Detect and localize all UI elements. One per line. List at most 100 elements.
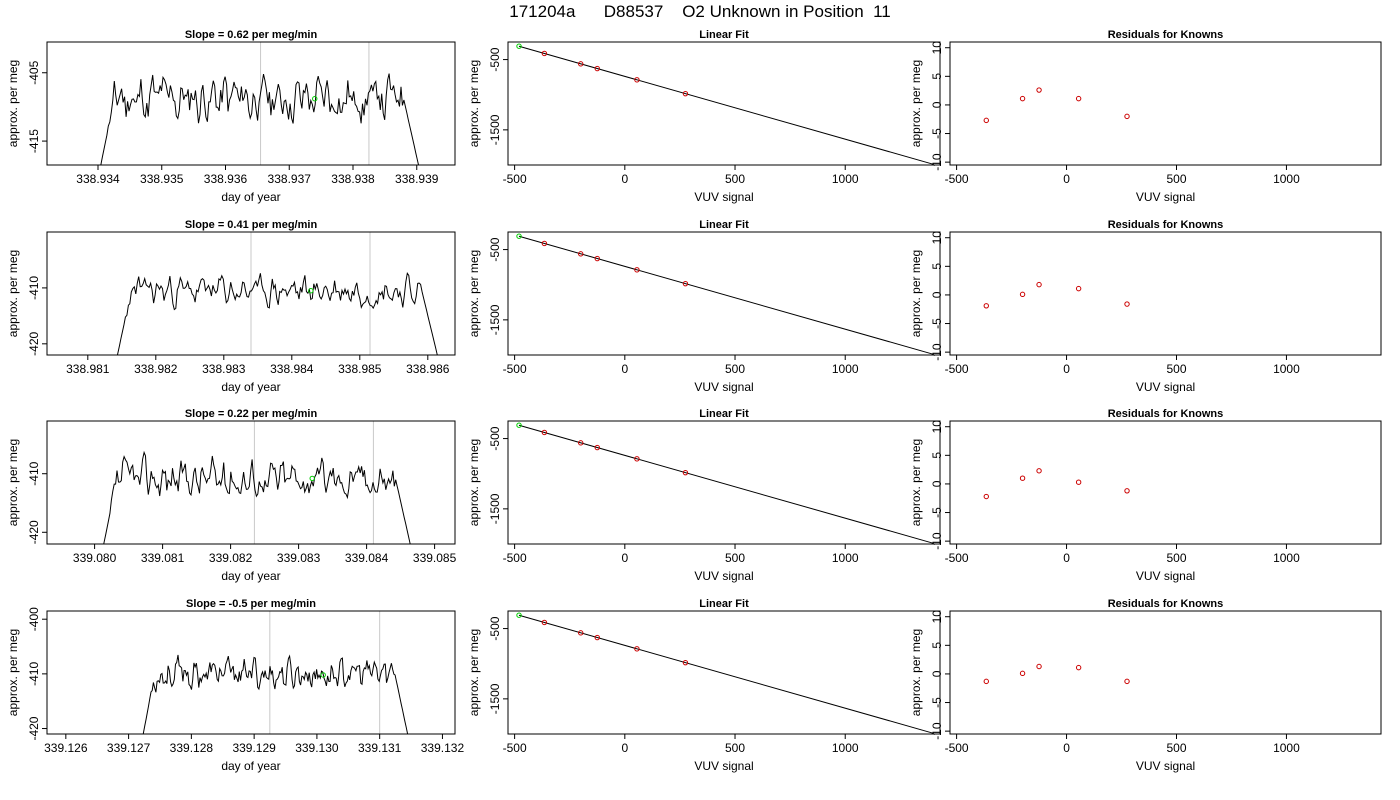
panel-r2-c2: Residuals for Knowns -500 0 500 1000 -10 -5 0 5 1… (909, 408, 1382, 583)
panel-r1-c0: Slope = 0.41 per meg/min 338.981 338.982 33… (6, 219, 456, 394)
panel-title: Slope = 0.62 per meg/min (185, 29, 318, 41)
x-tick-label: 338.981 (66, 362, 110, 376)
unknown-marker (312, 96, 318, 102)
y-tick-label: -405 (27, 60, 41, 84)
plot-box (949, 41, 1382, 166)
x-tick-label: -500 (945, 551, 969, 565)
known-point-3 (1075, 479, 1082, 485)
panel-r2-c0: Slope = 0.22 per meg/min 339.080 339.081 33… (6, 408, 457, 583)
x-tick-label: 339.085 (413, 551, 457, 565)
fit-line (518, 235, 934, 355)
x-tick-label: 1000 (832, 172, 859, 186)
known-point-3 (1075, 285, 1082, 292)
y-axis-label: approx. per meg (909, 439, 923, 526)
x-tick-label: 339.080 (73, 551, 117, 565)
y-tick-label: 5 (930, 642, 944, 649)
known-point-3 (634, 77, 640, 83)
fit-line (518, 424, 934, 544)
panel-title: Slope = -0.5 per meg/min (186, 598, 316, 610)
panel-r3-c0: Slope = -0.5 per meg/min 339.126 339.127 33… (6, 598, 464, 773)
known-point-1 (1019, 95, 1026, 102)
known-point-1 (578, 61, 584, 67)
y-tick-label: -10 (930, 722, 944, 740)
known-point-4 (682, 659, 689, 666)
panel-title: Residuals for Knowns (1108, 598, 1224, 610)
unknown-marker (320, 672, 326, 678)
x-axis-label: VUV signal (694, 380, 753, 394)
known-point-2 (1036, 468, 1042, 474)
panel-title: Slope = 0.41 per meg/min (185, 219, 318, 231)
panel-r0-c1: Linear Fit -500 0 500 1000 -500 -1500 VUV signa… (467, 29, 941, 204)
y-tick-label: -420 (27, 331, 41, 355)
y-tick-label: -500 (488, 47, 502, 71)
x-tick-label: 0 (621, 551, 628, 565)
known-point-1 (1019, 475, 1026, 481)
x-tick-label: 339.084 (345, 551, 389, 565)
known-point-0 (983, 117, 989, 124)
y-tick-label: -410 (27, 461, 41, 485)
x-tick-label: 339.082 (209, 551, 253, 565)
x-axis-label: VUV signal (1136, 190, 1195, 204)
known-point-2 (1036, 87, 1042, 93)
y-axis-label: approx. per meg (467, 250, 481, 337)
plot-box (46, 610, 456, 735)
x-tick-label: 0 (621, 741, 628, 755)
unknown-marker (309, 475, 315, 482)
x-tick-label: 500 (725, 172, 745, 186)
unknown-marker (308, 288, 314, 294)
x-tick-label: 500 (725, 362, 745, 376)
unknown-point (516, 43, 522, 49)
known-point-0 (983, 678, 989, 685)
panel-r1-c1: Linear Fit -500 0 500 1000 -500 -1500 VUV signa… (467, 219, 941, 394)
x-axis-label: VUV signal (694, 569, 753, 583)
x-tick-label: 339.130 (295, 741, 339, 755)
x-tick-label: 0 (621, 172, 628, 186)
known-point-0 (983, 493, 989, 500)
y-tick-label: -10 (930, 532, 944, 550)
known-point-3 (634, 456, 640, 462)
panel-r0-c0: Slope = 0.62 per meg/min 338.934 338.935 33… (6, 29, 456, 204)
x-tick-label: -500 (503, 362, 527, 376)
y-tick-label: -5 (930, 318, 944, 329)
panel-title: Residuals for Knowns (1108, 219, 1224, 231)
x-tick-label: -500 (503, 551, 527, 565)
y-axis-label: approx. per meg (909, 250, 923, 337)
known-point-3 (634, 267, 640, 273)
panel-title: Linear Fit (699, 219, 749, 231)
x-tick-label: -500 (945, 172, 969, 186)
data-trace (116, 272, 438, 355)
panel-r3-c2: Residuals for Knowns -500 0 500 1000 -10 -5 0 5 1… (909, 598, 1382, 773)
x-tick-label: 338.936 (204, 172, 248, 186)
x-axis-label: day of year (221, 380, 280, 394)
x-tick-label: 1000 (1273, 362, 1300, 376)
plot-box (949, 420, 1382, 545)
unknown-point (516, 612, 522, 618)
panel-r1-c2: Residuals for Knowns -500 0 500 1000 -10 -5 0 5 1… (909, 219, 1382, 394)
known-point-2 (594, 634, 600, 641)
known-point-0 (541, 619, 548, 626)
y-tick-label: -1500 (488, 304, 502, 335)
x-tick-label: 338.934 (76, 172, 120, 186)
plot-box (46, 231, 456, 356)
x-axis-label: VUV signal (1136, 759, 1195, 773)
y-tick-label: -1500 (488, 683, 502, 714)
plot-box (46, 420, 456, 545)
x-tick-label: 338.984 (270, 362, 314, 376)
y-tick-label: -400 (27, 607, 41, 631)
y-tick-label: -410 (27, 276, 41, 300)
known-point-1 (578, 630, 584, 636)
x-tick-label: 338.938 (331, 172, 375, 186)
y-tick-label: -1500 (488, 114, 502, 145)
y-tick-label: -500 (488, 237, 502, 261)
plot-box (949, 231, 1382, 356)
x-tick-label: 500 (725, 741, 745, 755)
x-tick-label: 339.127 (107, 741, 151, 755)
known-point-3 (1075, 664, 1082, 671)
figure-title: 171204a D88537 O2 Unknown in Position 11 (509, 2, 891, 21)
known-point-4 (682, 469, 689, 476)
y-axis-label: approx. per meg (6, 439, 20, 526)
fit-line (518, 45, 934, 165)
y-tick-label: -1500 (488, 493, 502, 524)
panel-title: Slope = 0.22 per meg/min (185, 408, 318, 420)
y-axis-label: approx. per meg (6, 629, 20, 716)
